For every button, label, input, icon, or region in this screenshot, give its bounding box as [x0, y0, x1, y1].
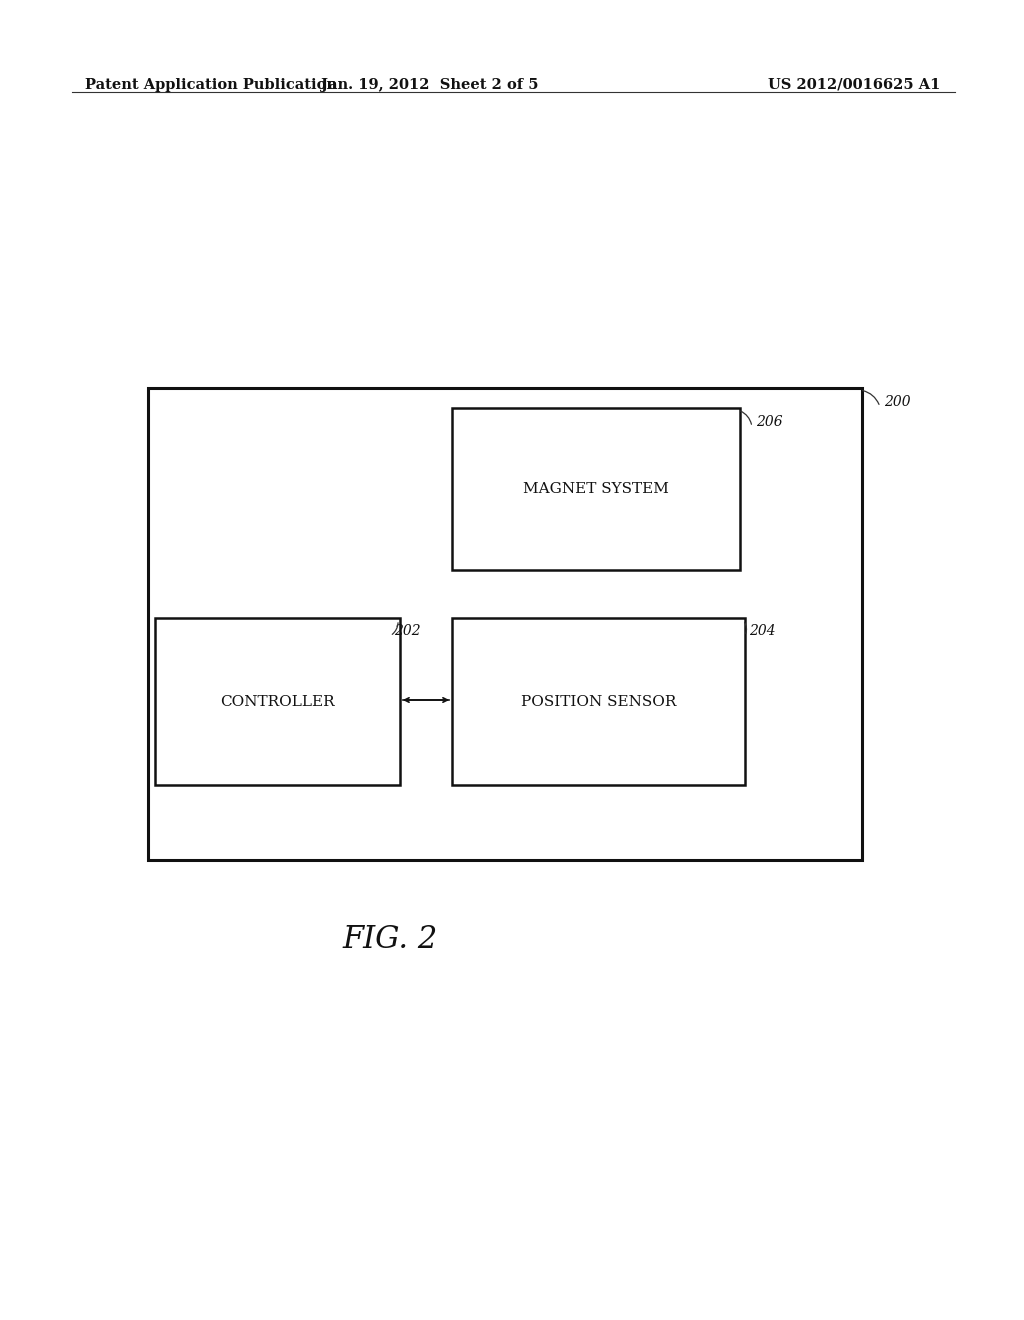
Bar	[155, 618, 400, 785]
Text: MAGNET SYSTEM: MAGNET SYSTEM	[523, 482, 669, 496]
Bar	[148, 388, 862, 861]
Text: 200: 200	[884, 395, 910, 409]
Text: POSITION SENSOR: POSITION SENSOR	[521, 694, 676, 709]
Text: 204: 204	[749, 624, 775, 638]
Text: FIG. 2: FIG. 2	[342, 924, 437, 956]
Text: Patent Application Publication: Patent Application Publication	[85, 78, 337, 92]
Text: 202: 202	[394, 624, 421, 638]
Text: 206: 206	[756, 414, 782, 429]
Text: Jan. 19, 2012  Sheet 2 of 5: Jan. 19, 2012 Sheet 2 of 5	[322, 78, 539, 92]
Bar	[452, 618, 745, 785]
Text: US 2012/0016625 A1: US 2012/0016625 A1	[768, 78, 940, 92]
Text: CONTROLLER: CONTROLLER	[220, 694, 335, 709]
Bar	[452, 408, 740, 570]
